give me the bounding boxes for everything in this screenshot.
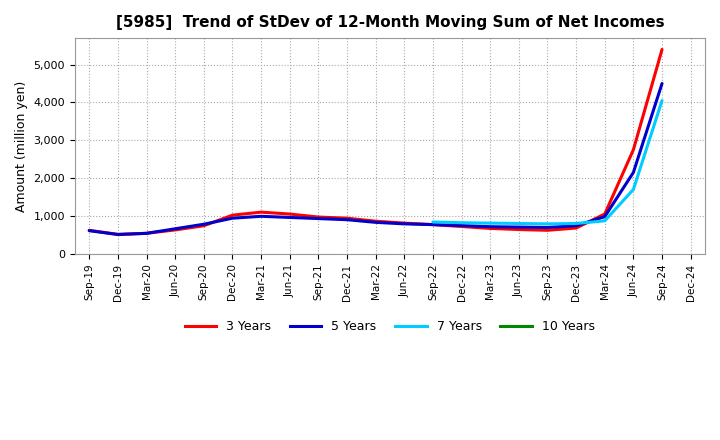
3 Years (543, 227, 552, 233)
Title: [5985]  Trend of StDev of 12-Month Moving Sum of Net Incomes: [5985] Trend of StDev of 12-Month Moving… (116, 15, 665, 30)
3 Years (199, 223, 208, 228)
5 Years (457, 223, 466, 228)
Y-axis label: Amount (million yen): Amount (million yen) (15, 81, 28, 212)
5 Years (428, 222, 437, 227)
5 Years (600, 214, 609, 219)
Legend: 3 Years, 5 Years, 7 Years, 10 Years: 3 Years, 5 Years, 7 Years, 10 Years (180, 315, 600, 338)
3 Years (515, 227, 523, 232)
3 Years (142, 231, 150, 236)
3 Years (285, 211, 294, 216)
3 Years (428, 222, 437, 227)
5 Years (657, 81, 666, 86)
3 Years (171, 227, 179, 233)
3 Years (572, 225, 580, 231)
3 Years (257, 209, 266, 215)
7 Years (457, 220, 466, 225)
5 Years (114, 232, 122, 237)
5 Years (486, 224, 495, 229)
7 Years (428, 219, 437, 224)
3 Years (400, 220, 408, 226)
7 Years (486, 220, 495, 226)
Line: 5 Years: 5 Years (89, 84, 662, 235)
Line: 3 Years: 3 Years (89, 49, 662, 235)
7 Years (629, 187, 638, 192)
3 Years (457, 224, 466, 229)
5 Years (372, 220, 380, 225)
3 Years (114, 232, 122, 237)
7 Years (657, 98, 666, 103)
Line: 7 Years: 7 Years (433, 100, 662, 224)
5 Years (142, 231, 150, 236)
3 Years (600, 211, 609, 216)
5 Years (515, 224, 523, 230)
5 Years (85, 228, 94, 233)
5 Years (228, 216, 237, 221)
3 Years (629, 147, 638, 152)
5 Years (257, 214, 266, 219)
7 Years (515, 221, 523, 226)
7 Years (572, 221, 580, 226)
3 Years (314, 214, 323, 220)
5 Years (171, 226, 179, 231)
3 Years (85, 227, 94, 233)
5 Years (572, 223, 580, 228)
5 Years (343, 217, 351, 222)
3 Years (228, 213, 237, 218)
7 Years (600, 218, 609, 224)
5 Years (199, 222, 208, 227)
5 Years (543, 225, 552, 230)
3 Years (486, 226, 495, 231)
5 Years (285, 215, 294, 220)
5 Years (314, 216, 323, 221)
5 Years (400, 221, 408, 227)
7 Years (543, 221, 552, 227)
5 Years (629, 170, 638, 175)
3 Years (657, 47, 666, 52)
3 Years (343, 216, 351, 221)
3 Years (372, 219, 380, 224)
